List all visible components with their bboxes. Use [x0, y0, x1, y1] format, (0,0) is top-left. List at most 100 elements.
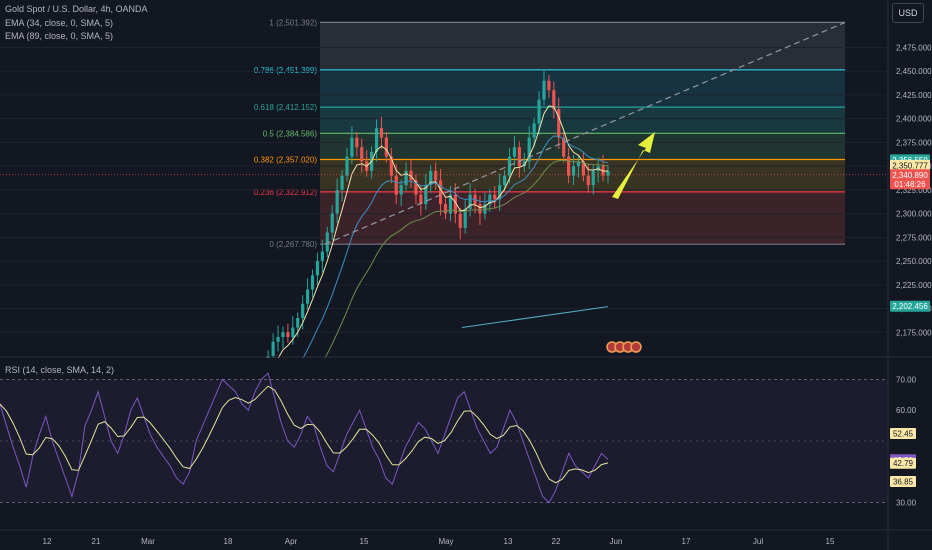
fib-level-label: 0.382 (2,357.020)	[254, 155, 317, 164]
y-tick-label: 2,425.000	[896, 91, 932, 100]
rsi-tick-label: 70.00	[896, 375, 917, 384]
symbol-title: Gold Spot / U.S. Dollar, 4h, OANDA	[5, 4, 148, 14]
candle-body	[389, 156, 393, 176]
x-tick-label: 12	[43, 537, 52, 546]
price-grid	[0, 46, 888, 333]
candle-body	[424, 185, 428, 205]
y-tick-label: 2,250.000	[896, 257, 932, 266]
rsi-tick-label: 60.00	[896, 406, 917, 415]
candle-body	[581, 161, 585, 176]
candle-body	[493, 194, 497, 200]
price-label-box	[890, 169, 930, 190]
price-axis: 2,475.000 2,450.000 2,425.000 2,400.000 2,37…	[887, 0, 932, 550]
candle-body	[576, 161, 581, 167]
candle-body	[517, 147, 521, 167]
candle-body	[281, 332, 285, 338]
fib-level-label: 0.236 (2,322.912)	[254, 188, 317, 197]
price-label: 2,340.890	[892, 171, 928, 180]
candle-body	[488, 194, 492, 205]
candle-body	[320, 251, 324, 262]
candle-body	[355, 137, 359, 148]
candle-body	[571, 166, 576, 176]
candle-body	[271, 341, 275, 356]
candle-body	[522, 161, 526, 167]
x-tick-label: 21	[92, 537, 101, 546]
fibonacci-retracement[interactable]: 1 (2,501.392) 0.786 (2,451.399) 0.618 (2,4…	[254, 18, 845, 249]
candle-body	[448, 194, 453, 214]
fib-zone	[320, 133, 845, 160]
candle-body	[512, 147, 517, 157]
candle-body	[429, 170, 433, 186]
up-arrow-icon	[612, 132, 655, 199]
price-label-box	[890, 159, 930, 171]
candle-body	[360, 147, 364, 162]
candle-body	[340, 175, 344, 190]
candle-body	[552, 90, 556, 110]
ema-34-legend: EMA (34, close, 0, SMA, 5)	[5, 18, 114, 28]
fib-level-label: 0.786 (2,451.399)	[254, 66, 317, 75]
candle-body	[567, 156, 571, 176]
rsi-value-label: 52.45	[893, 429, 914, 438]
candle-body	[276, 337, 280, 342]
trend-line-dashed	[324, 21, 846, 245]
rsi-line	[0, 372, 609, 504]
candle-body	[443, 204, 448, 214]
price-label-box	[890, 300, 930, 312]
candle-body	[438, 180, 443, 205]
candle-body	[463, 208, 467, 228]
candle-body	[419, 194, 423, 205]
rsi-background	[0, 358, 888, 528]
candle-body	[404, 170, 408, 186]
y-tick-label: 2,450.000	[896, 67, 932, 76]
candle-body	[325, 232, 329, 252]
candle-body	[606, 170, 610, 176]
candle-body	[315, 261, 320, 276]
fib-zone	[320, 191, 845, 245]
rsi-ma-line	[0, 385, 609, 484]
candle-body	[350, 137, 354, 157]
x-tick-label: Jun	[610, 537, 623, 546]
ema-long-line	[461, 306, 609, 329]
x-tick-label: 17	[682, 537, 691, 546]
candle-body	[591, 170, 595, 186]
candle-body	[478, 204, 482, 214]
candle-body	[453, 194, 457, 214]
x-tick-label: 15	[826, 537, 835, 546]
candle-body	[468, 194, 472, 209]
candle-body	[562, 137, 566, 157]
x-tick-label: Mar	[141, 537, 155, 546]
price-label: 2,202.456	[892, 302, 928, 311]
candle-body	[532, 123, 536, 138]
candle-body	[330, 213, 334, 233]
rsi-tick-label: 30.00	[896, 499, 917, 508]
x-tick-label: 18	[224, 537, 233, 546]
rsi-value-box	[890, 476, 916, 488]
candle-body	[498, 185, 502, 200]
rsi-value-label: 42.79	[893, 459, 914, 468]
y-tick-label: 2,400.000	[896, 115, 932, 124]
candle-body	[310, 275, 315, 290]
candle-body	[502, 175, 507, 186]
fib-level-label: 0.618 (2,412.152)	[254, 103, 317, 112]
candle-body	[542, 80, 546, 100]
x-tick-label: Jul	[753, 537, 763, 546]
candle-body	[458, 213, 462, 228]
y-tick-label: 2,300.000	[896, 210, 932, 219]
rsi-legend: RSI (14, close, SMA, 14, 2)	[5, 365, 115, 375]
trend-drawings[interactable]	[0, 21, 888, 353]
candle-body	[301, 303, 305, 319]
candle-body	[374, 128, 379, 152]
candle-body	[586, 175, 590, 186]
fib-level-label: 0 (2,267.780)	[269, 240, 317, 249]
y-tick-label: 2,475.000	[896, 43, 932, 52]
candle-body	[483, 204, 487, 214]
candle-body	[537, 99, 541, 124]
candle-body	[296, 318, 300, 328]
candle-body	[557, 109, 561, 138]
x-tick-label: 22	[552, 537, 561, 546]
countdown-label: 01:48:26	[894, 180, 926, 189]
currency-button[interactable]: USD	[892, 3, 924, 23]
candle-body	[305, 289, 310, 304]
y-tick-label: 2,275.000	[896, 233, 932, 242]
